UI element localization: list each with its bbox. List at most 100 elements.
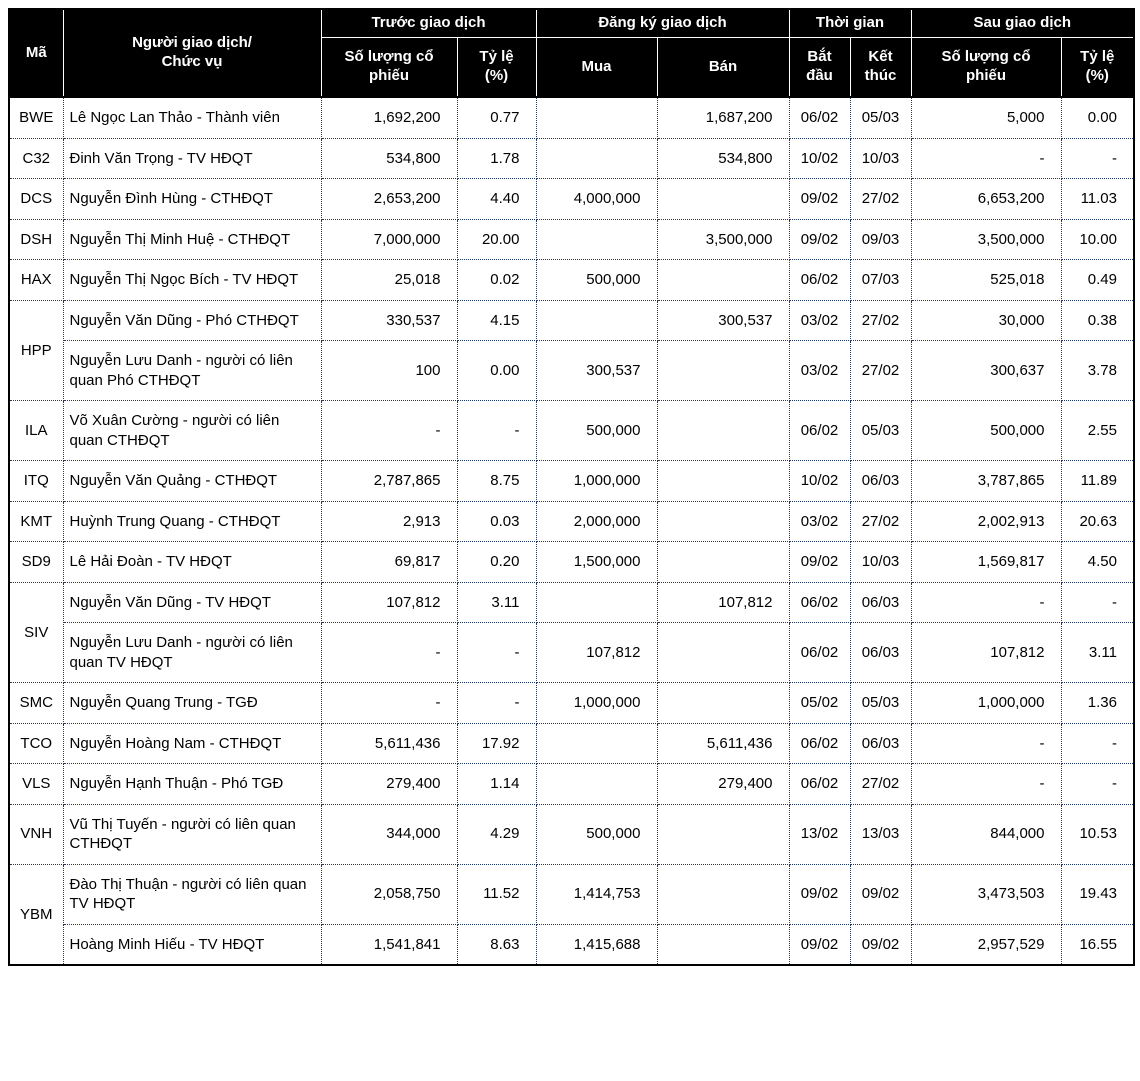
cell-ticker-code: ITQ [8,460,64,502]
cell-after-shares: 107,812 [910,622,1062,683]
cell-start-date: 10/02 [788,460,851,502]
cell-ticker-code: SD9 [8,541,64,583]
header-sub-row: Số lượng cổ phiếu Tỷ lệ (%) Mua Bán Bắt … [9,37,1135,98]
cell-ticker-code: YBM [8,863,64,966]
cell-buy: 1,000,000 [535,460,658,502]
cell-before-shares: 2,058,750 [320,863,458,925]
cell-before-ratio: 4.29 [456,803,537,865]
cell-ticker-code: KMT [8,500,64,542]
cell-before-ratio: 8.63 [456,923,537,966]
cell-before-shares: 25,018 [320,259,458,301]
cell-start-date: 05/02 [788,682,851,724]
cell-buy: 1,500,000 [535,541,658,583]
cell-buy: 500,000 [535,400,658,461]
header-group-before: Trước giao dịch [320,8,537,38]
cell-before-ratio: 0.20 [456,541,537,583]
cell-before-shares: - [320,400,458,461]
cell-after-ratio: - [1060,763,1135,805]
cell-sell [656,340,790,401]
cell-buy: 500,000 [535,803,658,865]
cell-after-shares: 1,000,000 [910,682,1062,724]
cell-before-ratio: 0.02 [456,259,537,301]
header-after-ratio: Tỷ lệ (%) [1060,37,1135,98]
cell-trader-name: Nguyễn Văn Dũng - Phó CTHĐQT [62,299,322,341]
cell-sell [656,178,790,220]
cell-after-ratio: 20.63 [1060,500,1135,542]
cell-start-date: 06/02 [788,259,851,301]
cell-ticker-code: VNH [8,803,64,865]
cell-trader-name: Nguyễn Quang Trung - TGĐ [62,682,322,724]
cell-after-shares: 6,653,200 [910,178,1062,220]
cell-before-ratio: 0.03 [456,500,537,542]
cell-sell [656,400,790,461]
cell-ticker-code: VLS [8,763,64,805]
table-row: ILA Võ Xuân Cường - người có liên quan CT… [8,400,1135,461]
cell-sell [656,863,790,925]
cell-end-date: 09/02 [849,923,912,966]
cell-buy [535,581,658,623]
cell-buy: 107,812 [535,622,658,683]
cell-ticker-code: SMC [8,682,64,724]
table-row: Hoàng Minh Hiếu - TV HĐQT 1,541,841 8.63 1,… [9,923,1135,966]
table-row: BWE Lê Ngọc Lan Thảo - Thành viên 1,692,20… [8,96,1135,139]
cell-sell: 534,800 [656,137,790,179]
cell-after-shares: 1,569,817 [910,541,1062,583]
cell-start-date: 09/02 [788,863,851,925]
cell-after-shares: 5,000 [910,96,1062,139]
cell-after-ratio: 0.00 [1060,96,1135,139]
cell-sell: 1,687,200 [656,96,790,139]
cell-before-ratio: 4.15 [456,299,537,341]
cell-end-date: 13/03 [849,803,912,865]
cell-after-shares: - [910,722,1062,764]
table-row: SMC Nguyễn Quang Trung - TGĐ - -1,000,000 05… [8,682,1135,724]
cell-end-date: 27/02 [849,500,912,542]
cell-buy: 300,537 [535,340,658,401]
cell-before-shares: 534,800 [320,137,458,179]
cell-after-ratio: 19.43 [1060,863,1135,925]
cell-before-shares: 279,400 [320,763,458,805]
cell-buy [535,137,658,179]
cell-end-date: 10/03 [849,137,912,179]
cell-after-ratio: 10.00 [1060,218,1135,260]
cell-after-ratio: 3.11 [1060,622,1135,683]
cell-sell [656,923,790,966]
cell-trader-name: Nguyễn Hạnh Thuận - Phó TGĐ [62,763,322,805]
cell-start-date: 09/02 [788,541,851,583]
cell-before-ratio: 3.11 [456,581,537,623]
cell-end-date: 05/03 [849,400,912,461]
cell-sell: 3,500,000 [656,218,790,260]
cell-after-shares: - [910,137,1062,179]
cell-start-date: 10/02 [788,137,851,179]
cell-before-ratio: 20.00 [456,218,537,260]
table-row: HAX Nguyễn Thị Ngọc Bích - TV HĐQT 25,018 0… [8,259,1135,301]
cell-before-ratio: 1.78 [456,137,537,179]
cell-after-shares: 525,018 [910,259,1062,301]
cell-ticker-code: HPP [8,299,64,401]
cell-before-shares: 7,000,000 [320,218,458,260]
cell-buy: 500,000 [535,259,658,301]
cell-ticker-code: C32 [8,137,64,179]
cell-before-shares: 2,653,200 [320,178,458,220]
cell-trader-name: Huỳnh Trung Quang - CTHĐQT [62,500,322,542]
cell-sell: 300,537 [656,299,790,341]
cell-end-date: 27/02 [849,299,912,341]
cell-trader-name: Nguyễn Lưu Danh - người có liên quan TV … [62,622,322,683]
cell-before-shares: 2,787,865 [320,460,458,502]
table-row: DCS Nguyễn Đình Hùng - CTHĐQT 2,653,200 4.4… [8,178,1135,220]
cell-after-shares: 844,000 [910,803,1062,865]
cell-buy [535,722,658,764]
header-group-row: Mã Người giao dịch/ Chức vụ Trước giao d… [8,8,1135,98]
cell-ticker-code: DSH [8,218,64,260]
cell-before-shares: 5,611,436 [320,722,458,764]
header-code: Mã [8,8,64,98]
cell-trader-name: Hoàng Minh Hiếu - TV HĐQT [62,923,322,966]
cell-after-ratio: 0.49 [1060,259,1135,301]
table-row: SIV Nguyễn Văn Dũng - TV HĐQT 107,812 3.11 1… [8,581,1135,683]
cell-before-ratio: 11.52 [456,863,537,925]
table-row: SD9 Lê Hải Đoàn - TV HĐQT 69,817 0.20 1,500,… [8,541,1135,583]
cell-after-ratio: - [1060,581,1135,623]
cell-start-date: 03/02 [788,500,851,542]
cell-before-ratio: - [456,622,537,683]
header-end-date: Kết thúc [849,37,912,98]
